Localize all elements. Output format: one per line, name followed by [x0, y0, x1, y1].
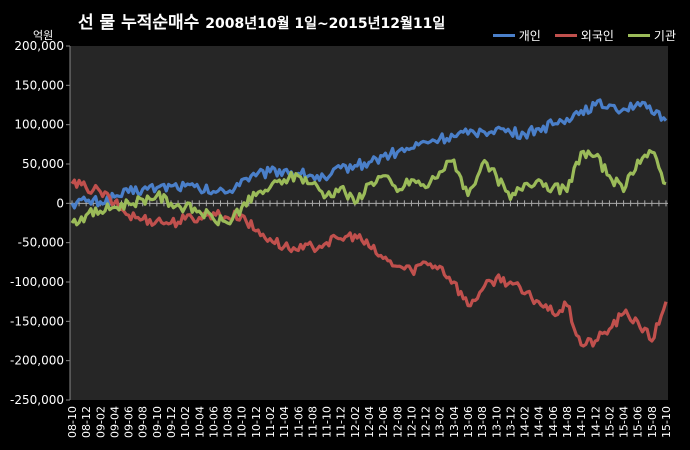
x-tick-label: 15-08 — [646, 406, 659, 438]
y-tick-label: 150,000 — [14, 78, 64, 92]
x-tick-label: 13-04 — [448, 406, 461, 438]
chart-title-period: 2008년10월 1일~2015년12월11일 — [205, 16, 446, 32]
plot-area — [70, 46, 668, 400]
x-tick-label: 09-12 — [165, 406, 178, 438]
y-tick-label: 100,000 — [14, 118, 64, 132]
x-tick-label: 14-04 — [533, 406, 546, 438]
legend-label: 개인 — [518, 29, 541, 43]
x-tick-label: 13-02 — [434, 406, 447, 438]
x-tick-label: 12-12 — [420, 406, 433, 438]
y-tick-label: -150,000 — [10, 314, 64, 328]
x-tick-label: 10-12 — [250, 406, 263, 438]
y-tick-label: -100,000 — [10, 275, 64, 289]
chart-title-main: 선 물 누적순매수 — [78, 13, 200, 33]
y-axis-unit: 억원 — [33, 29, 54, 42]
legend-swatch — [492, 34, 515, 37]
x-tick-label: 10-10 — [236, 406, 249, 438]
x-tick-label: 10-06 — [207, 406, 220, 438]
legend-swatch — [627, 34, 650, 37]
legend-label: 외국인 — [580, 29, 614, 43]
y-tick-label: -50,000 — [18, 236, 64, 250]
x-tick-label: 13-06 — [462, 406, 475, 438]
chart-legend: 개인 외국인 기관 — [492, 27, 676, 44]
y-tick-label: -250,000 — [10, 393, 64, 407]
x-tick-label: 14-08 — [561, 406, 574, 438]
x-tick-label: 10-08 — [222, 406, 235, 438]
x-tick-label: 15-06 — [632, 406, 645, 438]
x-tick-label: 10-02 — [179, 406, 192, 438]
x-tick-label: 14-12 — [589, 406, 602, 438]
y-tick-label: 50,000 — [22, 157, 64, 171]
x-tick-label: 10-04 — [193, 406, 206, 438]
x-tick-label: 11-12 — [335, 406, 348, 438]
y-tick-label: 0 — [56, 196, 64, 210]
legend-item: 기관 — [627, 27, 676, 44]
legend-swatch — [554, 34, 577, 37]
x-tick-label: 09-02 — [94, 406, 107, 438]
x-tick-label: 14-10 — [575, 406, 588, 438]
legend-item: 외국인 — [554, 27, 614, 44]
x-tick-label: 12-10 — [405, 406, 418, 438]
x-tick-label: 12-06 — [377, 406, 390, 438]
y-tick-label: -200,000 — [10, 354, 64, 368]
x-tick-label: 15-02 — [603, 406, 616, 438]
x-tick-label: 11-08 — [306, 406, 319, 438]
x-tick-label: 11-04 — [278, 406, 291, 438]
x-tick-label: 08-12 — [80, 406, 93, 438]
x-tick-label: 13-12 — [504, 406, 517, 438]
legend-label: 기관 — [653, 29, 676, 43]
chart-title: 선 물 누적순매수 2008년10월 1일~2015년12월11일 — [78, 8, 445, 33]
x-tick-label: 09-10 — [151, 406, 164, 438]
x-tick-label: 11-02 — [264, 406, 277, 438]
x-tick-label: 11-06 — [292, 406, 305, 438]
x-tick-label: 08-10 — [66, 406, 79, 438]
x-tick-label: 12-04 — [363, 406, 376, 438]
x-tick-label: 12-02 — [349, 406, 362, 438]
x-tick-label: 11-10 — [321, 406, 334, 438]
x-tick-label: 15-10 — [660, 406, 673, 438]
x-tick-label: 09-08 — [137, 406, 150, 438]
x-tick-label: 14-06 — [547, 406, 560, 438]
x-tick-label: 09-06 — [123, 406, 136, 438]
x-tick-label: 12-08 — [391, 406, 404, 438]
x-tick-label: 14-02 — [519, 406, 532, 438]
x-tick-label: 13-08 — [476, 406, 489, 438]
x-tick-label: 09-04 — [108, 406, 121, 438]
legend-item: 개인 — [492, 27, 541, 44]
y-tick-label: 200,000 — [14, 39, 64, 53]
x-tick-label: 15-04 — [618, 406, 631, 438]
x-tick-label: 13-10 — [490, 406, 503, 438]
